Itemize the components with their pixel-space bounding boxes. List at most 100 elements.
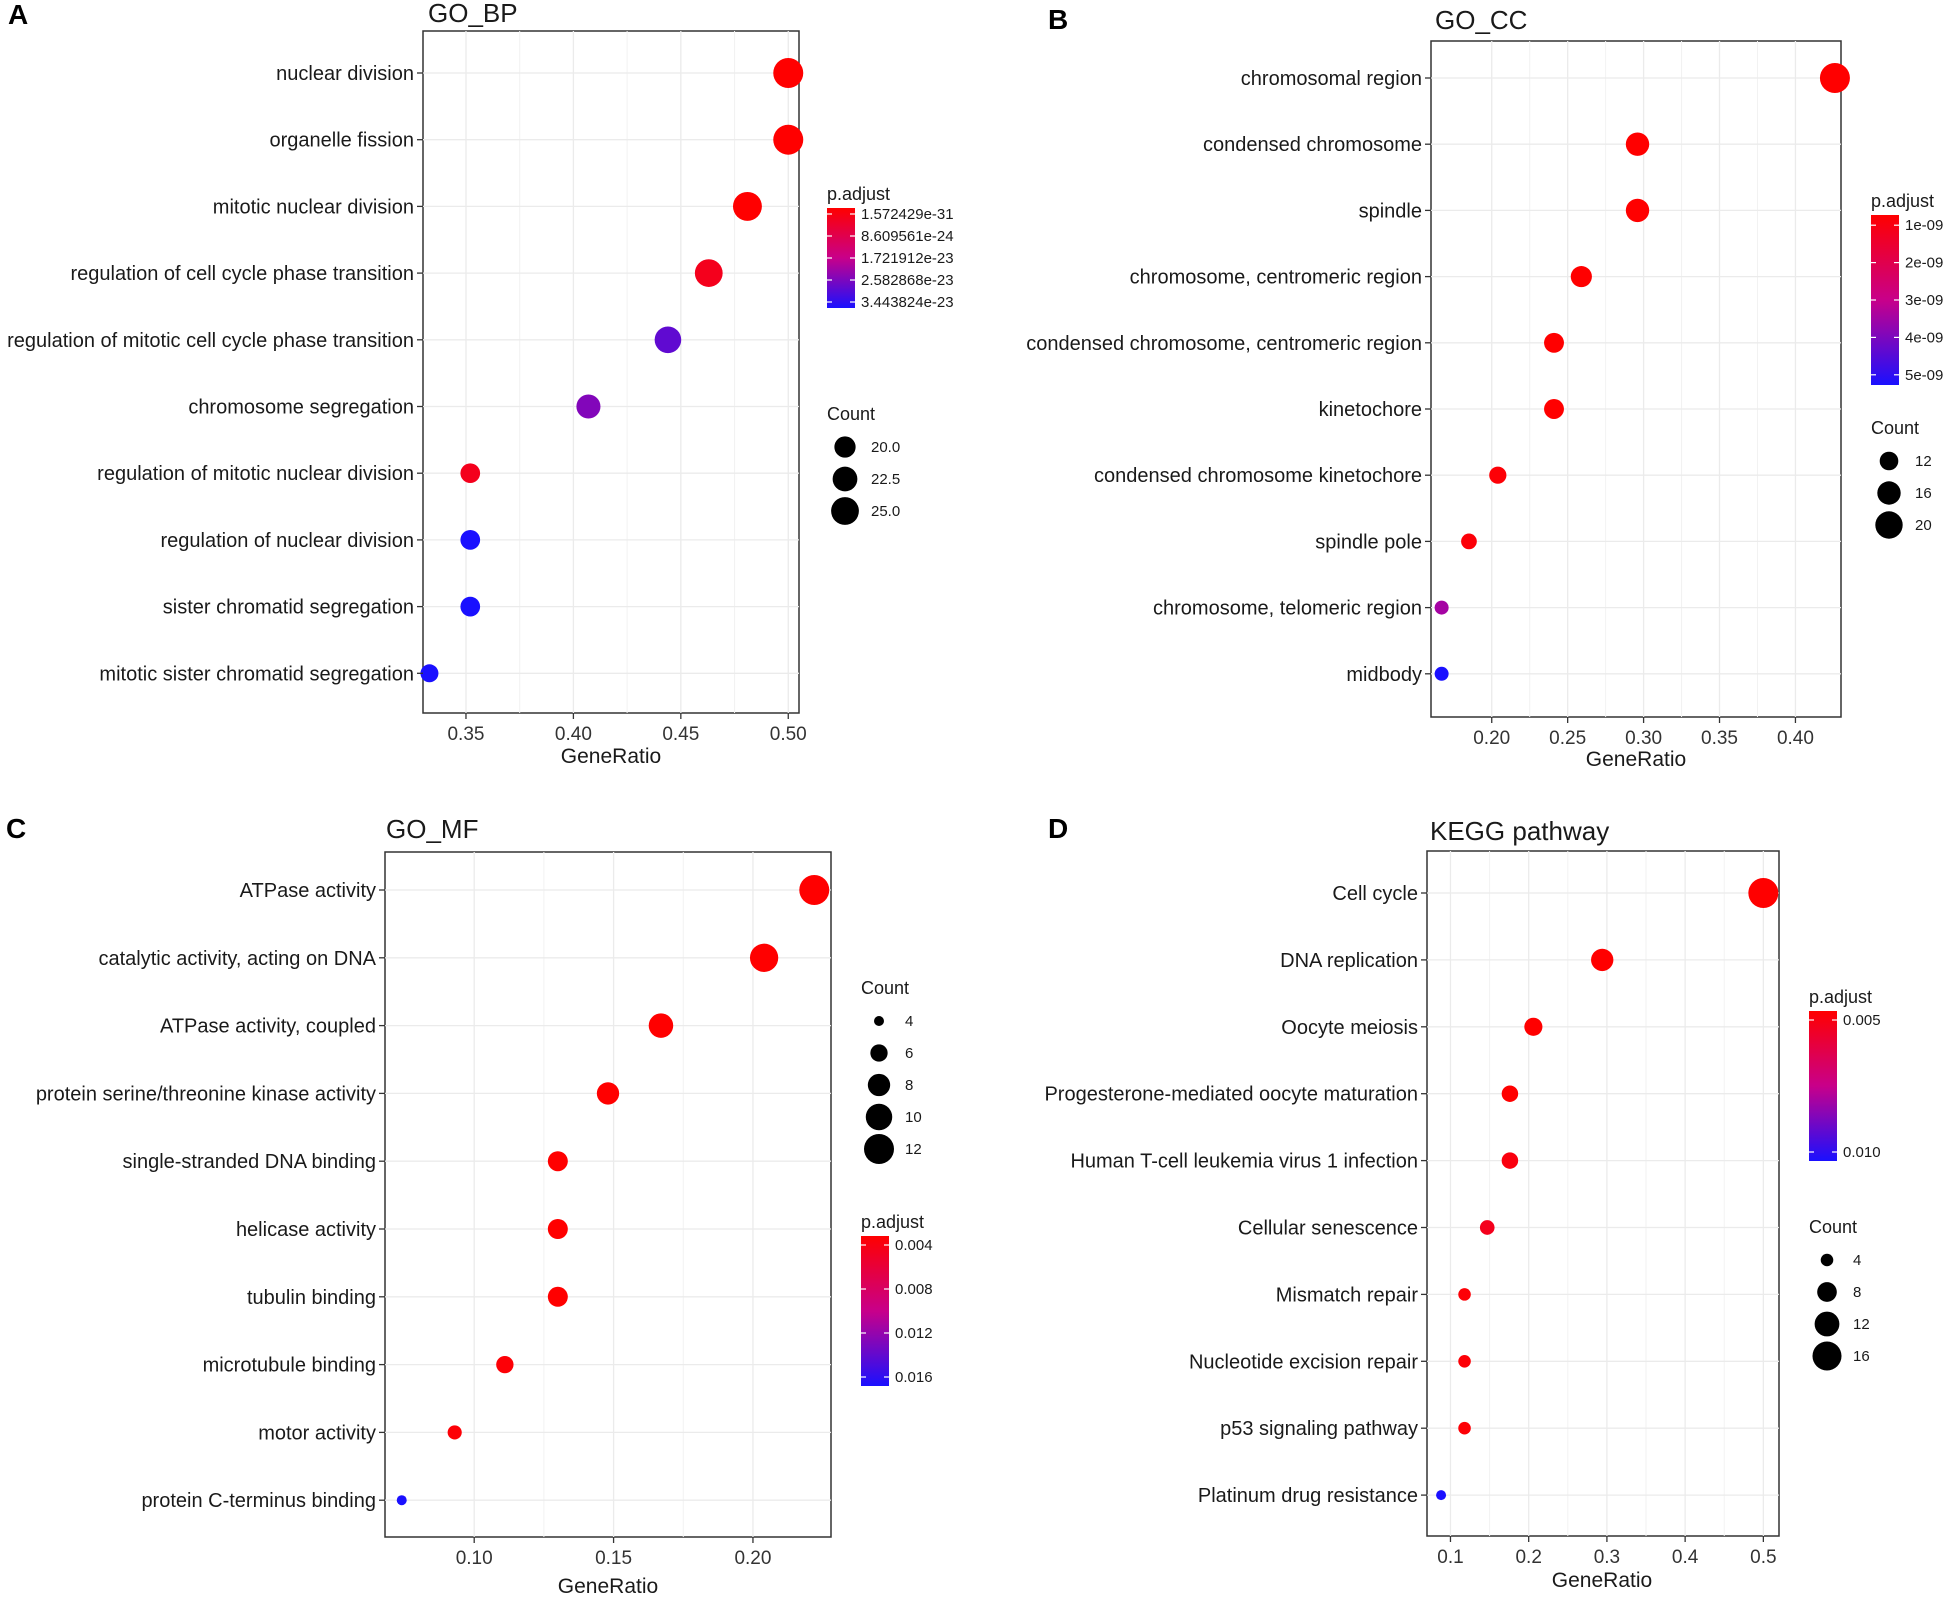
data-point <box>420 664 439 683</box>
data-point <box>547 1151 568 1172</box>
panel-title-c: GO_MF <box>386 814 478 844</box>
color-legend-label: 2e-09 <box>1905 255 1943 272</box>
size-legend-label: 25.0 <box>871 503 900 520</box>
data-point <box>773 58 804 88</box>
plot-grid-a <box>423 31 799 713</box>
size-legend-dot <box>870 1044 888 1062</box>
color-legend-label: 8.609561e-24 <box>861 228 954 245</box>
data-point <box>1819 63 1850 93</box>
data-point <box>1434 600 1449 615</box>
data-point <box>1461 533 1477 550</box>
data-point <box>496 1355 514 1374</box>
color-legend-label: 1.721912e-23 <box>861 250 954 267</box>
size-legend-label: 16 <box>1915 485 1932 502</box>
category-label: spindle <box>1359 200 1422 222</box>
category-label: helicase activity <box>236 1219 376 1241</box>
panel-label-a: A <box>8 0 28 30</box>
color-legend-label: 0.016 <box>895 1369 933 1386</box>
data-point <box>648 1013 674 1038</box>
legend-c: p.adjust 0.004 0.008 0.012 0.016 Count 4 6 8 10 12 <box>861 978 933 1386</box>
panel-label-d: D <box>1048 813 1068 844</box>
size-legend-label: 16 <box>1853 1348 1870 1365</box>
data-point <box>799 875 830 905</box>
size-legend-dot <box>867 1073 891 1097</box>
x-ticks-b: 0.20 0.25 0.30 0.35 0.40 <box>1473 717 1814 749</box>
plot-grid-d <box>1427 851 1779 1536</box>
data-point <box>396 1495 407 1506</box>
data-point <box>1544 399 1564 419</box>
color-legend-label: 3.443824e-23 <box>861 294 954 311</box>
x-tick-label: 0.5 <box>1750 1547 1776 1568</box>
size-legend-title: Count <box>1871 418 1919 438</box>
category-label: Nucleotide excision repair <box>1189 1351 1418 1373</box>
category-label: Oocyte meiosis <box>1281 1017 1418 1039</box>
size-legend-label: 12 <box>1853 1316 1870 1333</box>
panel-label-c: C <box>6 813 26 844</box>
plot-grid-c <box>385 852 831 1537</box>
category-label: catalytic activity, acting on DNA <box>98 948 376 970</box>
size-legend-dot <box>1812 1341 1842 1371</box>
category-label: organelle fission <box>269 130 414 152</box>
size-legend-dot <box>1817 1282 1837 1302</box>
x-tick-label: 0.2 <box>1515 1547 1541 1568</box>
data-point <box>773 124 804 155</box>
size-legend-dot <box>832 466 858 492</box>
category-label: Cellular senescence <box>1238 1218 1418 1240</box>
category-label: condensed chromosome, centromeric region <box>1026 333 1422 355</box>
category-label: tubulin binding <box>247 1287 376 1309</box>
color-legend-label: 1e-09 <box>1905 217 1943 234</box>
category-label: regulation of mitotic nuclear division <box>97 463 414 485</box>
size-legend-dot <box>1877 481 1901 505</box>
data-point <box>1524 1017 1543 1036</box>
category-label: chromosomal region <box>1241 68 1422 90</box>
color-legend-title: p.adjust <box>1809 987 1872 1007</box>
data-point <box>1434 666 1449 681</box>
data-point <box>1748 878 1779 908</box>
x-tick-label: 0.20 <box>734 1548 771 1569</box>
panel-title-a: GO_BP <box>428 0 518 28</box>
category-label: ATPase activity, coupled <box>160 1016 376 1038</box>
panel-c: C GO_MF ATPase activity catalytic activit… <box>6 813 933 1598</box>
category-label: p53 signaling pathway <box>1220 1418 1418 1440</box>
category-label: regulation of nuclear division <box>161 530 415 552</box>
color-legend-label: 1.572429e-31 <box>861 206 954 223</box>
size-legend-dot <box>1820 1253 1834 1267</box>
dot-group-d <box>1436 878 1779 1501</box>
data-point <box>460 463 481 484</box>
data-point <box>1501 1085 1519 1102</box>
x-ticks-d: 0.1 0.2 0.3 0.4 0.5 <box>1437 1536 1777 1568</box>
data-point <box>749 943 779 972</box>
category-label: Cell cycle <box>1332 883 1418 905</box>
x-tick-label: 0.50 <box>770 724 807 745</box>
size-legend-dot <box>1875 511 1903 539</box>
category-label: motor activity <box>258 1422 376 1444</box>
color-legend-title: p.adjust <box>861 1212 924 1232</box>
data-point <box>1625 198 1650 223</box>
legend-a: p.adjust 1.572429e-31 8.609561e-24 1.721912… <box>827 184 954 525</box>
x-axis-title-c: GeneRatio <box>558 1575 658 1598</box>
size-legend-dot <box>865 1103 893 1131</box>
x-tick-label: 0.4 <box>1672 1547 1699 1568</box>
color-legend-label: 5e-09 <box>1905 367 1943 384</box>
data-point <box>732 191 762 221</box>
x-tick-label: 0.20 <box>1473 728 1510 749</box>
panel-title-d: KEGG pathway <box>1430 816 1609 846</box>
category-label: mitotic nuclear division <box>213 196 414 218</box>
x-tick-label: 0.3 <box>1594 1547 1620 1568</box>
x-ticks-c: 0.10 0.15 0.20 <box>456 1537 771 1569</box>
category-label: nuclear division <box>276 63 414 85</box>
x-axis-title-b: GeneRatio <box>1586 748 1686 771</box>
size-legend-label: 20 <box>1915 517 1932 534</box>
category-label: kinetochore <box>1319 399 1422 421</box>
data-point <box>1458 1421 1471 1435</box>
size-legend-label: 12 <box>1915 453 1932 470</box>
size-legend-label: 4 <box>905 1013 913 1030</box>
size-legend-dot <box>1879 451 1899 471</box>
x-tick-label: 0.1 <box>1437 1547 1463 1568</box>
x-tick-label: 0.15 <box>595 1548 632 1569</box>
panel-label-b: B <box>1048 4 1068 35</box>
size-legend-title: Count <box>827 404 875 424</box>
size-legend-label: 8 <box>1853 1284 1861 1301</box>
size-legend-label: 20.0 <box>871 439 900 456</box>
